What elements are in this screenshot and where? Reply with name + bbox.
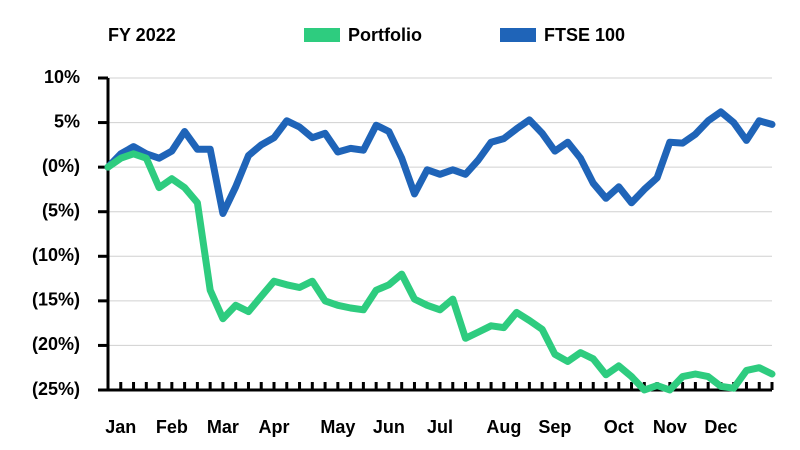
x-tick-label: Nov	[653, 417, 687, 437]
y-tick-label: (10%)	[32, 245, 80, 265]
series-line	[104, 150, 776, 394]
legend-label: FTSE 100	[544, 25, 625, 45]
x-tick-label: Mar	[207, 417, 239, 437]
legend-label: Portfolio	[348, 25, 422, 45]
y-tick-label: (20%)	[32, 334, 80, 354]
y-tick-label: (15%)	[32, 290, 80, 310]
chart-title: FY 2022	[108, 25, 176, 45]
x-tick-label: Feb	[156, 417, 188, 437]
y-tick-label: (5%)	[42, 200, 80, 220]
x-tick-label: May	[320, 417, 355, 437]
y-tick-label: 5%	[54, 111, 80, 131]
x-tick-label: Apr	[259, 417, 290, 437]
legend-swatch	[500, 28, 536, 42]
series-line	[104, 108, 776, 217]
x-tick-label: Aug	[486, 417, 521, 437]
x-tick-label: Oct	[604, 417, 634, 437]
x-tick-label: Dec	[704, 417, 737, 437]
y-tick-label: 10%	[44, 67, 80, 87]
x-tick-label: Sep	[538, 417, 571, 437]
x-tick-label: Jan	[105, 417, 136, 437]
x-tick-label: Jul	[427, 417, 453, 437]
x-tick-label: Jun	[373, 417, 405, 437]
y-tick-label: (25%)	[32, 379, 80, 399]
y-tick-label: (0%)	[42, 156, 80, 176]
legend-swatch	[304, 28, 340, 42]
